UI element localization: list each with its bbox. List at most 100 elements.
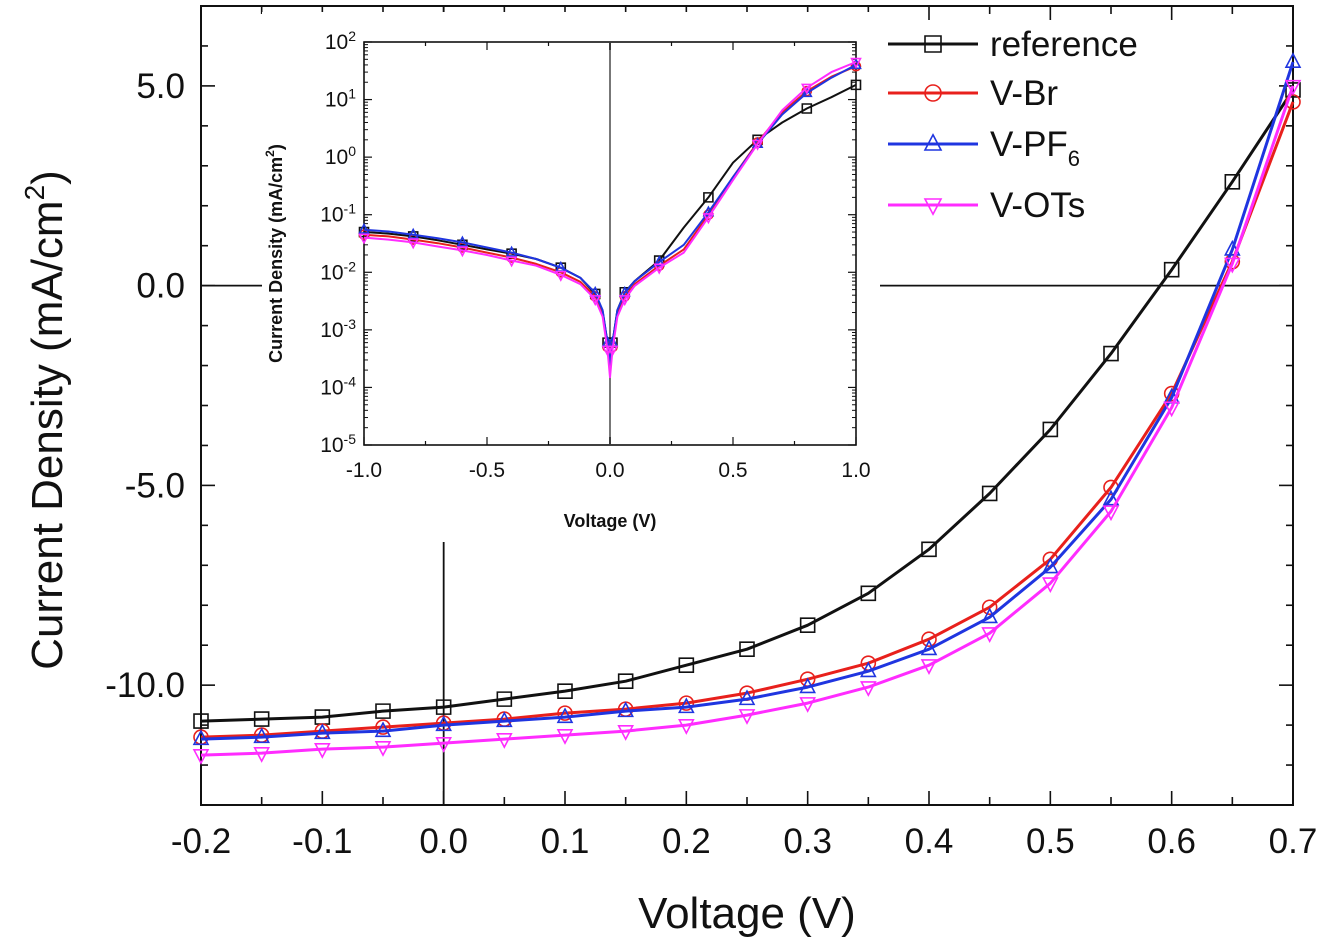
inset-x-tick-label: 0.5 [718,459,747,482]
inset-data-point [751,136,764,149]
inset-data-point [703,192,714,203]
inset-x-tick-label: 0.0 [595,459,624,482]
inset-data-point [554,270,567,282]
main-data-point [314,743,331,759]
main-data-point [738,689,756,706]
main-series-line-V-Br [200,101,1295,739]
main-data-point [860,585,877,602]
main-data-point [374,741,392,757]
legend-marker-reference [924,35,942,53]
main-x-tick-label: 0.5 [1026,822,1075,861]
main-data-point [1102,489,1120,506]
main-data-point [375,719,391,735]
legend-label-V-Br: V-Br [990,74,1058,113]
inset-x-axis-label: Voltage (V) [564,511,657,531]
main-data-point [921,541,937,558]
main-series-line-V-OTs [200,85,1295,757]
main-data-point [496,691,513,707]
main-data-point [617,673,634,689]
main-data-point [1285,82,1301,98]
inset-series-line-V-OTs [363,61,857,379]
inset-data-point [800,86,813,98]
main-data-point [435,699,452,715]
inset-y-axis-label: Current Density (mA/cm2) [263,144,286,363]
legend-label-reference: reference [990,25,1138,64]
main-data-point [981,627,998,643]
main-data-point [921,631,937,648]
main-y-axis-label: Current Density (mA/cm2) [19,170,72,670]
main-data-point [314,723,331,740]
main-data-point [799,617,816,634]
main-data-point [375,703,391,719]
main-data-point [374,721,392,738]
inset-data-point [606,345,619,357]
main-y-tick-label: -5.0 [125,466,185,505]
inset-data-point [850,57,862,69]
main-x-tick-label: 0.3 [783,822,832,861]
main-data-point [253,747,270,763]
main-data-point [1163,261,1180,278]
main-data-point [1224,257,1241,274]
main-data-point [1042,421,1059,438]
main-data-point [1102,505,1120,522]
main-data-point [1163,401,1180,418]
main-data-point [860,661,877,678]
main-x-tick-label: 0.2 [662,822,711,861]
inset-data-point [456,246,469,258]
main-x-tick-label: -0.2 [171,822,231,861]
inset-data-point [653,255,666,267]
inset-data-point [653,263,666,275]
main-x-tick-label: 0.7 [1269,822,1318,861]
main-series-line-V-PF6 [200,61,1295,741]
main-x-tick-label: 0.4 [905,822,954,861]
inset-y-tick-label: 10-5 [320,431,356,457]
inset-x-tick-label: 1.0 [841,459,870,482]
main-data-point [981,485,998,502]
main-data-point [678,697,695,714]
main-x-tick-label: -0.1 [292,822,352,861]
main-series-line-reference [200,89,1295,723]
inset-data-point [505,245,518,257]
inset-data-point [407,238,420,250]
inset-x-tick-label: -0.5 [469,459,505,482]
main-data-point [1042,577,1059,594]
inset-data-point [850,79,862,91]
main-data-point [1224,173,1241,190]
main-data-point [496,711,513,728]
main-data-point [617,725,634,741]
main-data-point [253,727,270,744]
inset-data-point [800,83,813,95]
main-x-axis-label: Voltage (V) [638,889,856,938]
main-data-point [192,729,210,746]
inset-data-point [751,139,764,151]
main-data-point [739,641,755,657]
main-data-point [860,681,877,697]
inset-data-point [456,235,469,247]
main-data-point [1103,345,1119,362]
legend: reference V-Br V-PF6 V-OTs [888,25,1138,225]
legend-marker-V-OTs [923,198,943,216]
main-data-point [981,599,998,616]
inset-data-point [702,213,715,225]
main-y-tick-label: -10.0 [105,666,185,705]
inset-data-point [589,295,602,307]
main-data-point [314,709,331,725]
main-data-point [557,705,573,721]
main-data-point [678,719,695,735]
main-data-point [556,729,574,745]
main-data-point [435,737,452,753]
inset-data-point [618,295,631,307]
main-data-point [617,701,634,718]
main-data-point [1042,557,1059,574]
main-data-point [1284,52,1302,68]
inset-plot: -1.0 -0.5 0.0 0.5 1.010-510-410-310-210-1100… [262,12,880,542]
main-x-tick-label: 0.0 [419,822,468,861]
main-data-point [496,733,513,749]
main-data-point [920,659,938,675]
main-x-tick-label: 0.6 [1147,822,1196,861]
main-data-point [556,707,574,724]
inset-x-tick-label: -1.0 [346,459,382,482]
main-data-point [1284,79,1302,96]
inset-data-point [801,103,813,114]
